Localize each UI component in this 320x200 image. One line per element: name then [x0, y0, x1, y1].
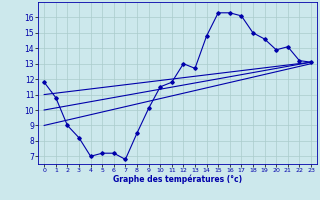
- X-axis label: Graphe des températures (°c): Graphe des températures (°c): [113, 175, 242, 184]
